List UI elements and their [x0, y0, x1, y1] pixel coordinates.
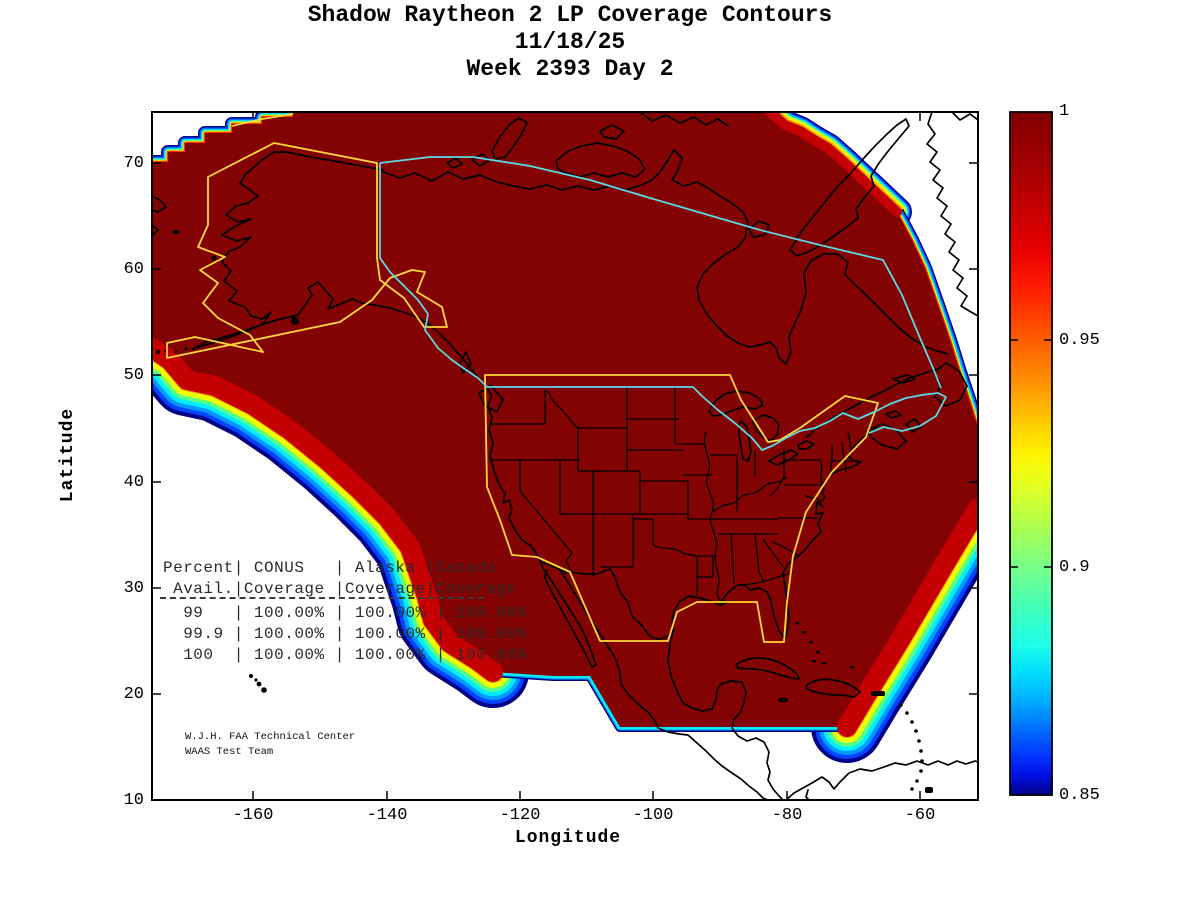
chart-week-day: Week 2393 Day 2: [466, 56, 674, 82]
x-tick-n160: -160: [232, 806, 274, 825]
colorbar-tick-085: 0.85: [1059, 786, 1100, 805]
coverage-region: [152, 112, 978, 727]
colorbar: [1009, 111, 1053, 796]
alaska-boundary-north-segment: [231, 113, 294, 127]
stats-table-row-999: 99.9 | 100.00% | 100.00% | 100.00%: [163, 625, 527, 643]
alaska-boundary: [166, 142, 448, 359]
stats-table-row-99: 99 | 100.00% | 100.00% | 100.00%: [163, 604, 527, 622]
x-axis-label: Longitude: [514, 828, 622, 848]
coverage-inner-red-band: [152, 112, 978, 737]
conus-boundary: [484, 374, 879, 643]
colorbar-ticks: [1010, 339, 1052, 568]
stats-table-header-2: Avail.|Coverage |Coverage|Coverage: [163, 580, 517, 598]
attribution-line-1: W.J.H. FAA Technical Center: [185, 731, 356, 743]
y-tick-60: 60: [123, 260, 144, 279]
x-tick-n80: -80: [771, 806, 803, 825]
stats-table-divider: [160, 597, 484, 599]
colorbar-frame: [1009, 111, 1053, 796]
stats-table-row-100: 100 | 100.00% | 100.00% | 100.00%: [163, 646, 527, 664]
chart-date: 11/18/25: [514, 29, 626, 55]
island-dots: [155, 230, 933, 793]
x-tick-n60: -60: [904, 806, 936, 825]
plot-frame: [151, 111, 979, 801]
x-tick-n140: -140: [366, 806, 408, 825]
attribution-line-2: WAAS Test Team: [185, 746, 274, 758]
y-tick-10: 10: [123, 791, 144, 810]
y-tick-20: 20: [123, 685, 144, 704]
conus-alaska-boundaries: [166, 113, 879, 643]
colorbar-tick-095: 0.95: [1059, 331, 1100, 350]
chart-title: Shadow Raytheon 2 LP Coverage Contours: [307, 2, 833, 28]
x-tick-n100: -100: [632, 806, 674, 825]
y-axis-label: Latitude: [58, 407, 78, 503]
y-tick-50: 50: [123, 366, 144, 385]
axis-ticks: [152, 162, 978, 800]
y-tick-70: 70: [123, 154, 144, 173]
colorbar-gradient: [1010, 112, 1052, 795]
coastlines: [152, 112, 978, 800]
colorbar-tick-1: 1: [1059, 102, 1070, 121]
x-tick-n120: -120: [499, 806, 541, 825]
colorbar-tick-09: 0.9: [1059, 558, 1090, 577]
y-tick-40: 40: [123, 473, 144, 492]
y-tick-30: 30: [123, 579, 144, 598]
stats-table-header-1: Percent| CONUS | Alaska |Canada: [163, 559, 497, 577]
canada-boundary: [379, 156, 947, 451]
